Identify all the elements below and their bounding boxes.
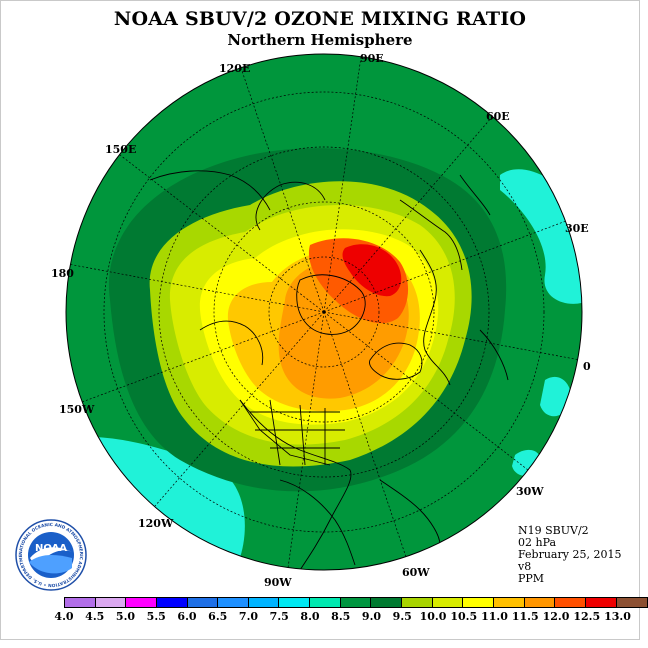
colorbar-swatch xyxy=(156,598,188,607)
colorbar-swatch xyxy=(585,598,617,607)
lon-label-120e: 120E xyxy=(219,62,251,75)
red-zone xyxy=(342,244,402,297)
colorbar-label: 10.5 xyxy=(450,610,478,623)
info-units: PPM xyxy=(518,572,545,585)
colorbar-swatch xyxy=(555,598,586,607)
info-level: 02 hPa xyxy=(518,536,557,549)
coastlines xyxy=(149,170,509,570)
lon-label-0: 0 xyxy=(583,360,591,373)
colorbar-label: 8.0 xyxy=(300,610,320,623)
info-date: February 25, 2015 xyxy=(518,548,622,561)
lon-label-180: 180 xyxy=(51,267,74,280)
logo-text: NOAA xyxy=(35,543,67,554)
colorbar-swatch xyxy=(65,598,96,607)
colorbar-swatch xyxy=(187,598,219,607)
colorbar xyxy=(64,597,648,608)
lon-label-30w: 30W xyxy=(516,485,544,498)
colorbar-swatch xyxy=(310,598,341,607)
colorbar-label: 10.0 xyxy=(419,610,447,623)
info-version: v8 xyxy=(518,560,532,573)
colorbar-label: 6.5 xyxy=(208,610,228,623)
colorbar-label: 5.5 xyxy=(146,610,166,623)
colorbar-label: 4.0 xyxy=(54,610,74,623)
colorbar-swatch xyxy=(432,598,464,607)
lon-label-90e: 90E xyxy=(360,52,384,65)
colorbar-label: 11.0 xyxy=(481,610,508,623)
colorbar-swatch xyxy=(463,598,494,607)
page-subtitle: Northern Hemisphere xyxy=(227,31,413,49)
ozone-field xyxy=(66,54,582,570)
colorbar-label: 9.5 xyxy=(392,610,412,623)
colorbar-label: 13.0 xyxy=(604,610,631,623)
colorbar-label: 11.5 xyxy=(511,610,539,623)
page-title: NOAA SBUV/2 OZONE MIXING RATIO xyxy=(113,8,527,30)
info-satellite: N19 SBUV/2 xyxy=(518,524,589,537)
colorbar-swatch xyxy=(218,598,249,607)
colorbar-label: 7.5 xyxy=(269,610,289,623)
noaa-logo: NATIONAL OCEANIC AND ATMOSPHERIC ADMINIS… xyxy=(14,518,87,591)
colorbar-label: 4.5 xyxy=(85,610,105,623)
colorbar-label: 6.0 xyxy=(177,610,197,623)
lon-label-60w: 60W xyxy=(402,566,430,579)
lon-label-150w: 150W xyxy=(59,403,95,416)
info-block: N19 SBUV/2 02 hPa February 25, 2015 v8 P… xyxy=(518,525,621,585)
colorbar-label: 12.5 xyxy=(573,610,601,623)
colorbar-labels: 4.0 4.5 5.0 5.5 6.0 6.5 7.0 7.5 8.0 8.5 9.0 9.5 10.0… xyxy=(0,610,648,624)
colorbar-swatch xyxy=(95,598,127,607)
colorbar-swatch xyxy=(616,598,648,607)
figure-frame xyxy=(0,0,640,640)
colorbar-swatch xyxy=(371,598,403,607)
lon-label-90w: 90W xyxy=(264,576,292,589)
colorbar-label: 12.0 xyxy=(542,610,570,623)
colorbar-swatch xyxy=(402,598,433,607)
colorbar-swatch xyxy=(493,598,525,607)
cyan-patch-southeast xyxy=(540,376,571,417)
colorbar-label: 5.0 xyxy=(115,610,136,623)
colorbar-swatch xyxy=(248,598,280,607)
lon-label-150e: 150E xyxy=(105,143,137,156)
lon-label-120w: 120W xyxy=(138,517,174,530)
lon-label-60e: 60E xyxy=(486,110,510,123)
colorbar-swatch xyxy=(279,598,311,607)
colorbar-label: 8.5 xyxy=(331,610,351,623)
colorbar-swatch xyxy=(524,598,556,607)
map-boundary xyxy=(65,53,583,571)
colorbar-swatch xyxy=(340,598,372,607)
lon-label-30e: 30E xyxy=(565,222,589,235)
colorbar-label: 9.0 xyxy=(361,610,382,623)
colorbar-swatch xyxy=(126,598,157,607)
colorbar-label: 7.0 xyxy=(238,610,259,623)
